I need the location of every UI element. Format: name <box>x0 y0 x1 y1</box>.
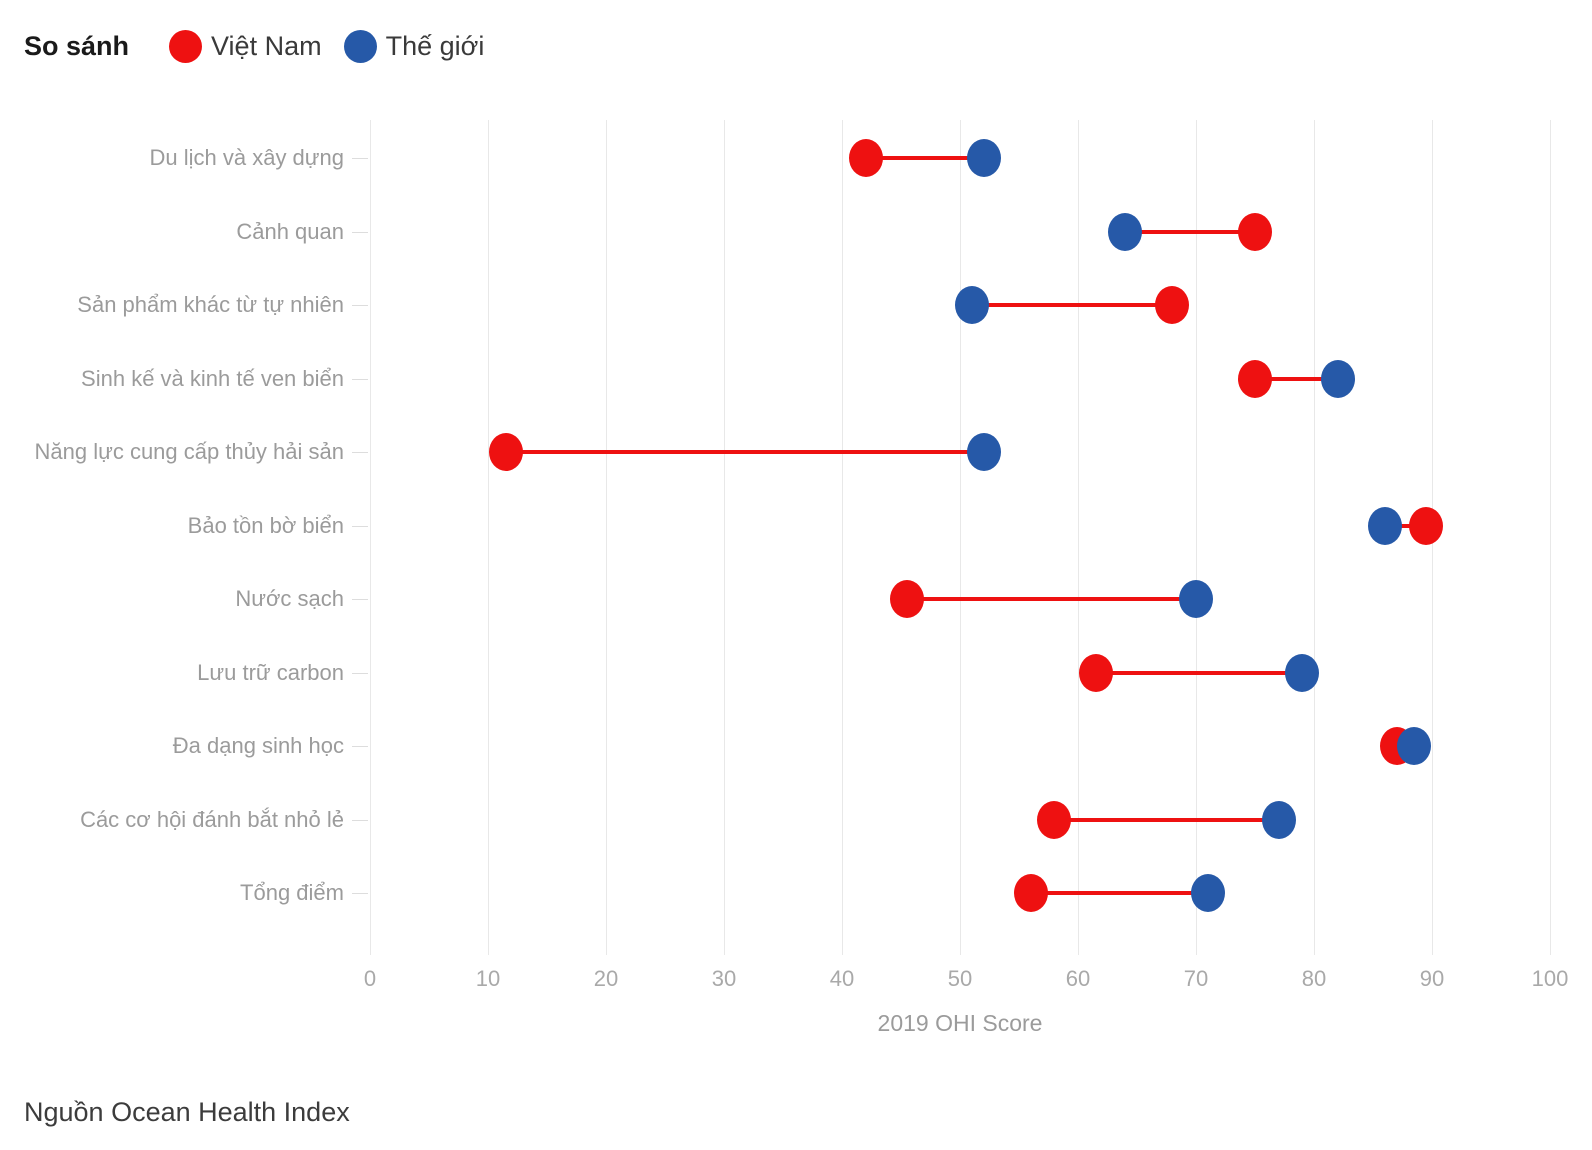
dot-viet-nam[interactable] <box>488 433 523 471</box>
viet-nam-swatch-icon <box>169 29 203 63</box>
x-tick-label: 0 <box>363 966 377 991</box>
gridline <box>1078 120 1079 955</box>
dot-viet-nam[interactable] <box>848 139 883 177</box>
category-label: Cảnh quan <box>236 218 344 244</box>
dot-viet-nam[interactable] <box>1155 286 1190 324</box>
dot-the-gioi[interactable] <box>1367 506 1402 545</box>
gridline <box>1314 120 1315 955</box>
connector-line <box>865 156 984 160</box>
connector-line <box>1384 523 1427 528</box>
connector-line <box>1030 891 1208 895</box>
x-tick-label: 20 <box>593 966 619 991</box>
gridline <box>1196 120 1197 955</box>
connector-line <box>1255 376 1338 381</box>
y-tick <box>352 452 368 453</box>
x-axis-ticks: 0 10 20 30 40 50 60 70 80 90 100 <box>364 966 1568 996</box>
x-tick-label: 100 <box>1531 966 1569 991</box>
legend-item-the-gioi[interactable]: Thế giới <box>343 29 485 63</box>
dot-the-gioi[interactable] <box>1190 874 1225 912</box>
x-axis-title: 2019 OHI Score <box>877 1010 1043 1036</box>
y-tick <box>352 158 368 159</box>
x-tick-label: 90 <box>1419 966 1445 991</box>
category-label: Tổng điểm <box>240 880 344 905</box>
category-label: Các cơ hội đánh bắt nhỏ lẻ <box>80 806 344 832</box>
connector-line <box>971 303 1173 307</box>
dot-the-gioi[interactable] <box>1285 653 1320 692</box>
connector-line <box>1054 817 1279 822</box>
category-label: Năng lực cung cấp thủy hải sản <box>34 439 344 464</box>
x-tick-label: 40 <box>829 966 855 991</box>
y-tick <box>352 893 368 894</box>
dot-viet-nam[interactable] <box>1409 506 1444 545</box>
legend-item-label: Việt Nam <box>211 30 322 61</box>
y-tick <box>352 231 368 233</box>
dot-the-gioi[interactable] <box>1179 580 1213 618</box>
source-note: Nguồn Ocean Health Index <box>24 1097 350 1127</box>
gridline <box>960 120 961 955</box>
dot-the-gioi[interactable] <box>1261 800 1296 839</box>
dot-viet-nam[interactable] <box>1037 800 1072 839</box>
dot-the-gioi[interactable] <box>966 433 1001 471</box>
connector-line <box>505 450 984 454</box>
category-label: Du lịch và xây dựng <box>149 145 345 170</box>
category-label: Sản phẩm khác từ tự nhiên <box>77 292 344 317</box>
legend-item-label: Thế giới <box>385 30 485 61</box>
category-label: Lưu trữ carbon <box>197 659 344 685</box>
x-tick-label: 50 <box>947 966 973 991</box>
category-label: Nước sạch <box>235 586 344 611</box>
dot-viet-nam[interactable] <box>1238 212 1272 251</box>
gridline <box>1550 120 1551 955</box>
legend-item-viet-nam[interactable]: Việt Nam <box>169 29 322 63</box>
y-tick <box>352 819 368 821</box>
category-label: Đa dạng sinh học <box>172 733 344 758</box>
dot-viet-nam[interactable] <box>1013 874 1048 912</box>
y-tick <box>352 525 368 527</box>
category-label: Bảo tồn bờ biển <box>187 512 344 538</box>
dot-viet-nam[interactable] <box>1078 653 1113 692</box>
gridline <box>488 120 489 955</box>
category-label: Sinh kế và kinh tế ven biển <box>81 365 344 391</box>
x-tick-label: 60 <box>1065 966 1091 991</box>
plot-area <box>370 120 1551 955</box>
x-tick-label: 30 <box>711 966 737 991</box>
dot-the-gioi[interactable] <box>1397 727 1432 765</box>
y-tick <box>352 305 368 306</box>
dot-the-gioi[interactable] <box>954 286 989 324</box>
y-tick <box>352 672 368 674</box>
dot-viet-nam[interactable] <box>1238 359 1272 398</box>
gridline <box>370 120 371 955</box>
x-tick-label: 70 <box>1183 966 1209 991</box>
x-tick-label: 80 <box>1301 966 1327 991</box>
dot-the-gioi[interactable] <box>1108 212 1143 251</box>
connector-line <box>1095 670 1303 675</box>
gridline <box>606 120 607 955</box>
legend: So sánh Việt Nam Thế giới <box>24 26 506 66</box>
y-axis-ticks <box>352 120 370 955</box>
y-tick <box>352 746 368 747</box>
y-tick <box>352 599 368 600</box>
y-axis-labels: Du lịch và xây dựng Cảnh quan Sản phẩm khá… <box>0 120 344 955</box>
legend-title: So sánh <box>24 30 130 61</box>
y-tick <box>352 378 368 380</box>
x-tick-label: 10 <box>475 966 501 991</box>
the-gioi-swatch-icon <box>343 29 377 63</box>
dot-viet-nam[interactable] <box>889 580 924 618</box>
connector-line <box>1125 229 1255 234</box>
gridline <box>724 120 725 955</box>
dot-the-gioi[interactable] <box>1320 359 1355 398</box>
gridline <box>842 120 843 955</box>
dot-the-gioi[interactable] <box>966 139 1001 177</box>
connector-line <box>906 597 1196 601</box>
